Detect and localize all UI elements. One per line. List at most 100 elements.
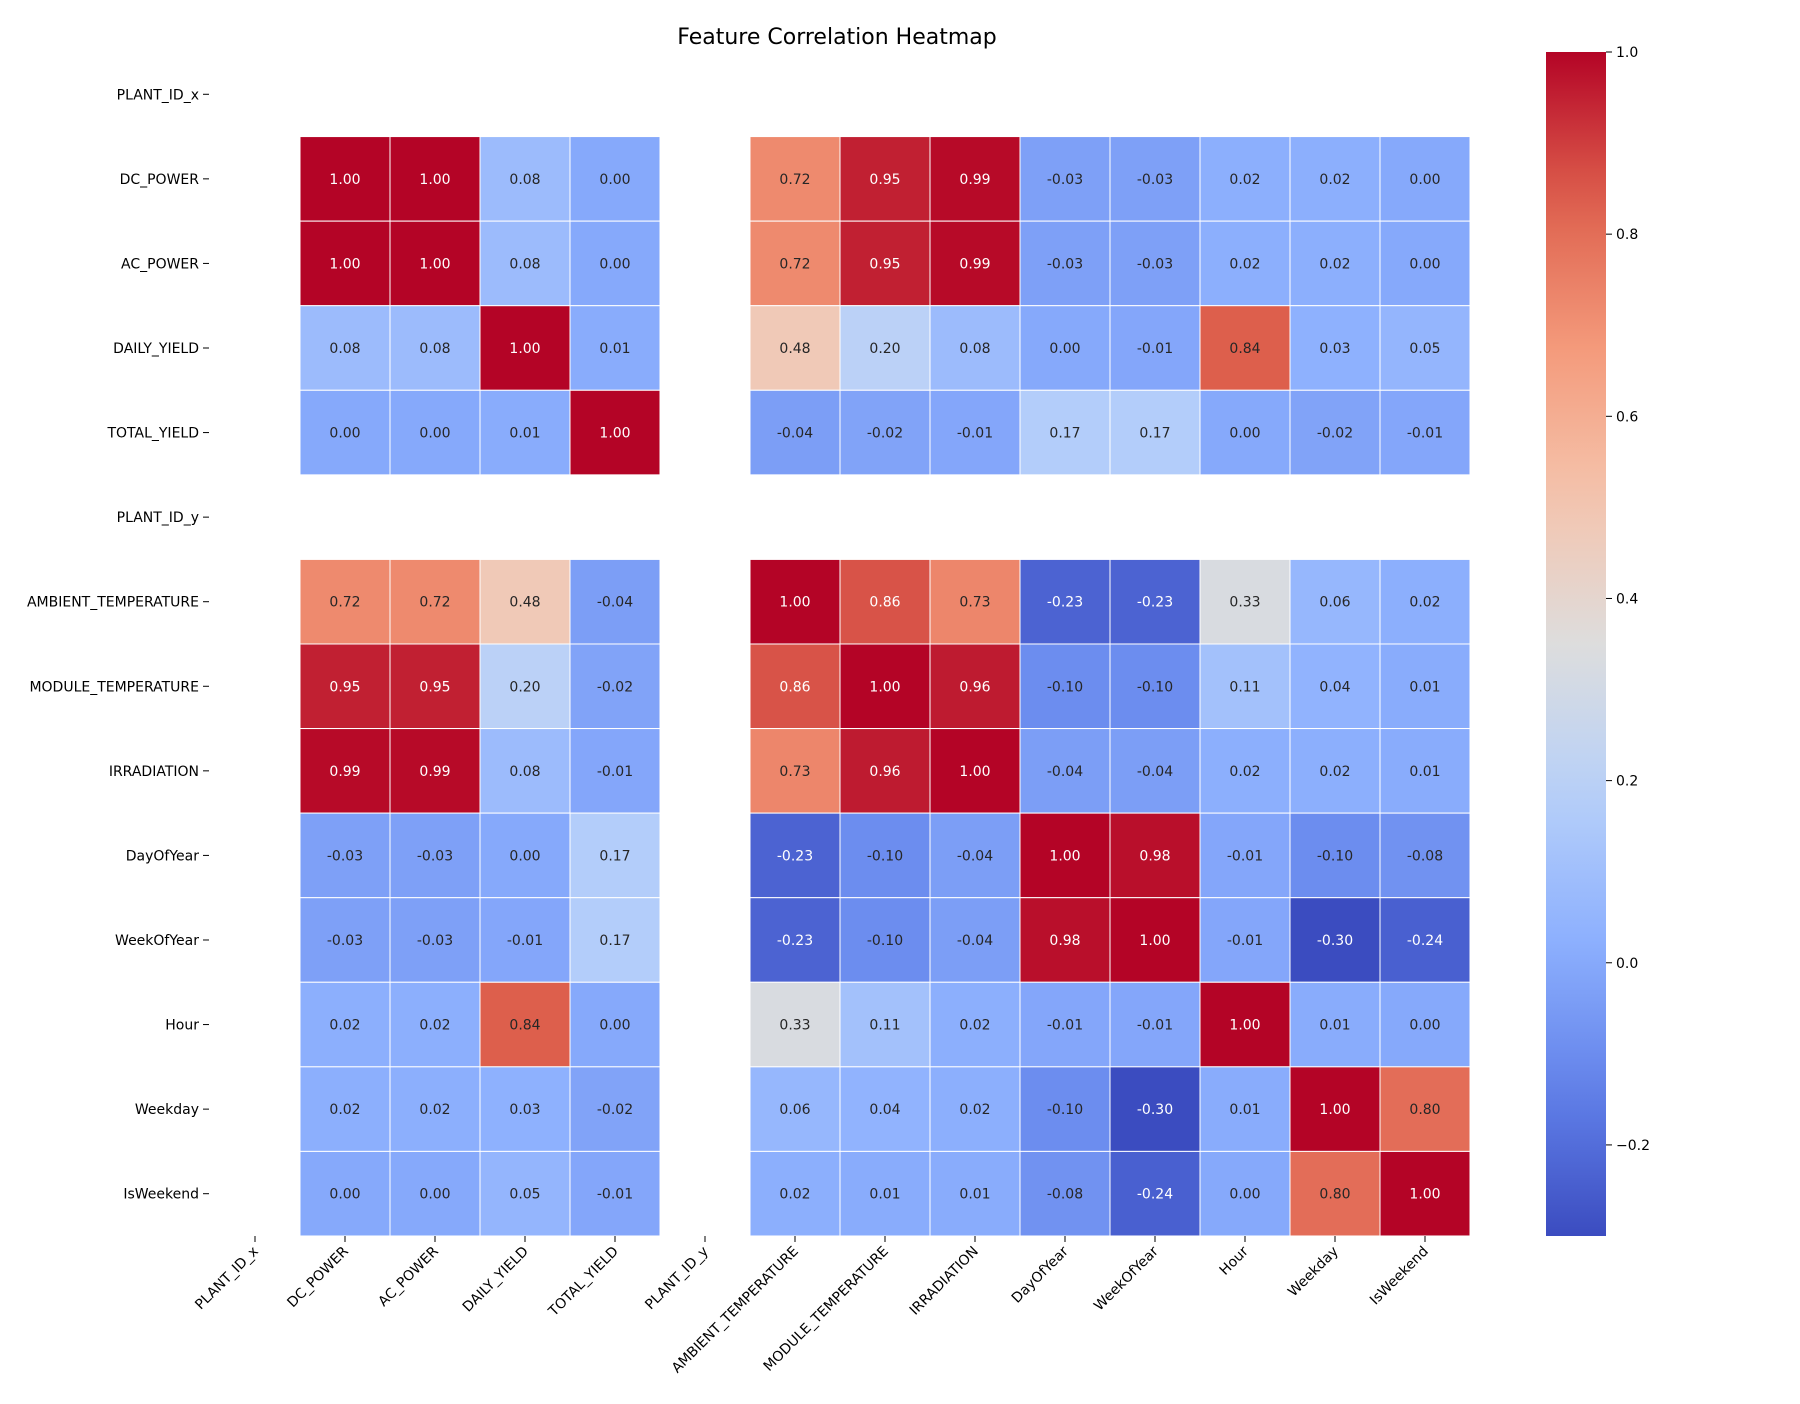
x-axis-ticks: PLANT_ID_x DC_POWER AC_POWER DAILY_YIELD TOT… [192,1235,1432,1376]
cell-value-label: 0.17 [599,933,630,949]
cell-value-label: 0.02 [419,1018,450,1034]
cell-value-label: 0.86 [779,679,810,695]
heatmap-cell [479,220,571,307]
heatmap-cell [1109,220,1201,307]
heatmap-cell [569,897,661,983]
heatmap-cell [1289,220,1381,307]
cell-value-label: 0.02 [779,1187,810,1203]
heatmap-cell [1199,728,1291,814]
x-tick-label: Weekday [1285,1243,1342,1300]
cell-value-label: 0.80 [1409,1102,1440,1118]
cell-value-label: 1.00 [509,341,540,357]
y-tick-label: AMBIENT_TEMPERATURE [27,595,199,611]
heatmap-cell [389,1150,481,1237]
heatmap-cell [569,1066,661,1152]
heatmap-cell [839,558,931,645]
heatmap-cell [299,897,391,983]
heatmap-cell [1379,220,1471,307]
cell-value-label: 0.00 [419,426,450,442]
heatmap-cell [1109,1066,1201,1152]
cell-value-label: 0.17 [1139,426,1170,442]
heatmap-cell [299,1066,391,1152]
cell-value-label: 0.48 [509,595,540,611]
heatmap-cell [479,981,571,1068]
cell-value-label: 0.33 [779,1018,810,1034]
cell-value-label: -0.10 [867,933,903,949]
heatmap-cell [1199,136,1291,222]
cell-value-label: 0.95 [419,679,450,695]
heatmap-cell [569,389,661,476]
y-tick-label: AC_POWER [121,256,199,272]
x-tick-label: IsWeekend [1367,1243,1432,1308]
heatmap-cell [1199,220,1291,307]
cell-value-label: 0.11 [869,1018,900,1034]
x-tick-label: PLANT_ID_x [192,1243,262,1313]
cell-value-label: -0.01 [1407,426,1443,442]
cell-value-label: 0.06 [1319,595,1350,611]
cell-value-label: -0.01 [957,426,993,442]
x-tick-label: IRRADIATION [907,1243,982,1318]
y-tick-label: DAILY_YIELD [113,341,199,357]
y-tick-label: PLANT_ID_y [117,510,199,526]
cell-value-label: -0.23 [777,933,813,949]
cell-value-label: 0.04 [1319,679,1350,695]
cell-value-label: 0.80 [1319,1187,1350,1203]
heatmap-cell [1019,1066,1111,1152]
cell-value-label: 0.05 [1409,341,1440,357]
cell-value-label: -0.08 [1047,1187,1083,1203]
heatmap-cell [1379,897,1471,983]
cell-value-label: 0.01 [1409,764,1440,780]
cell-value-label: 0.99 [959,256,990,272]
cell-value-label: 0.00 [509,848,540,864]
cell-value-label: 0.00 [1229,426,1260,442]
cell-value-label: 0.84 [509,1018,540,1034]
heatmap-cell [839,136,931,222]
cell-value-label: 0.73 [779,764,810,780]
cell-value-label: 0.02 [1229,764,1260,780]
colorbar-tick-label: 0.4 [1616,591,1638,607]
cell-value-label: 0.20 [509,679,540,695]
cell-value-label: -0.24 [1407,933,1443,949]
cell-value-label: -0.02 [1317,426,1353,442]
cell-value-label: 0.73 [959,595,990,611]
heatmap-cell [1019,220,1111,307]
cell-value-label: -0.10 [1317,848,1353,864]
heatmap-cell [569,220,661,307]
heatmap-cell [1199,981,1291,1068]
cell-value-label: 0.05 [509,1187,540,1203]
heatmap-cell [299,643,391,730]
cell-value-label: 0.84 [1229,341,1260,357]
cell-value-label: -0.04 [1137,764,1173,780]
cell-value-label: 1.00 [959,764,990,780]
cell-value-label: 0.33 [1229,595,1260,611]
cell-value-label: -0.04 [597,595,633,611]
colorbar-tick-label: 1.0 [1616,45,1638,61]
heatmap-cell [1109,728,1201,814]
cell-value-label: 1.00 [1049,848,1080,864]
heatmap-cell [389,1066,481,1152]
cell-value-label: 1.00 [419,256,450,272]
cell-value-label: -0.01 [597,1187,633,1203]
cell-value-label: 0.02 [1229,256,1260,272]
heatmap-cell [1019,897,1111,983]
heatmap-cell [929,812,1021,899]
heatmap-cell [389,220,481,307]
cell-value-label: -0.01 [1047,1018,1083,1034]
cell-value-label: -0.02 [597,679,633,695]
cell-value-label: -0.10 [867,848,903,864]
heatmap-cell [1109,1150,1201,1237]
heatmap-cell [389,897,481,983]
cell-value-label: 0.02 [1319,764,1350,780]
cell-value-label: -0.03 [1047,172,1083,188]
heatmap-cell [929,643,1021,730]
heatmap-cell [299,136,391,222]
heatmap-cell [749,389,841,476]
x-tick-label: DayOfYear [1009,1243,1072,1306]
heatmap-cell [929,389,1021,476]
heatmap-cell [1019,812,1111,899]
heatmap-cell [749,558,841,645]
cell-value-label: 0.17 [599,848,630,864]
cell-value-label: -0.02 [867,426,903,442]
cell-value-label: -0.10 [1047,679,1083,695]
